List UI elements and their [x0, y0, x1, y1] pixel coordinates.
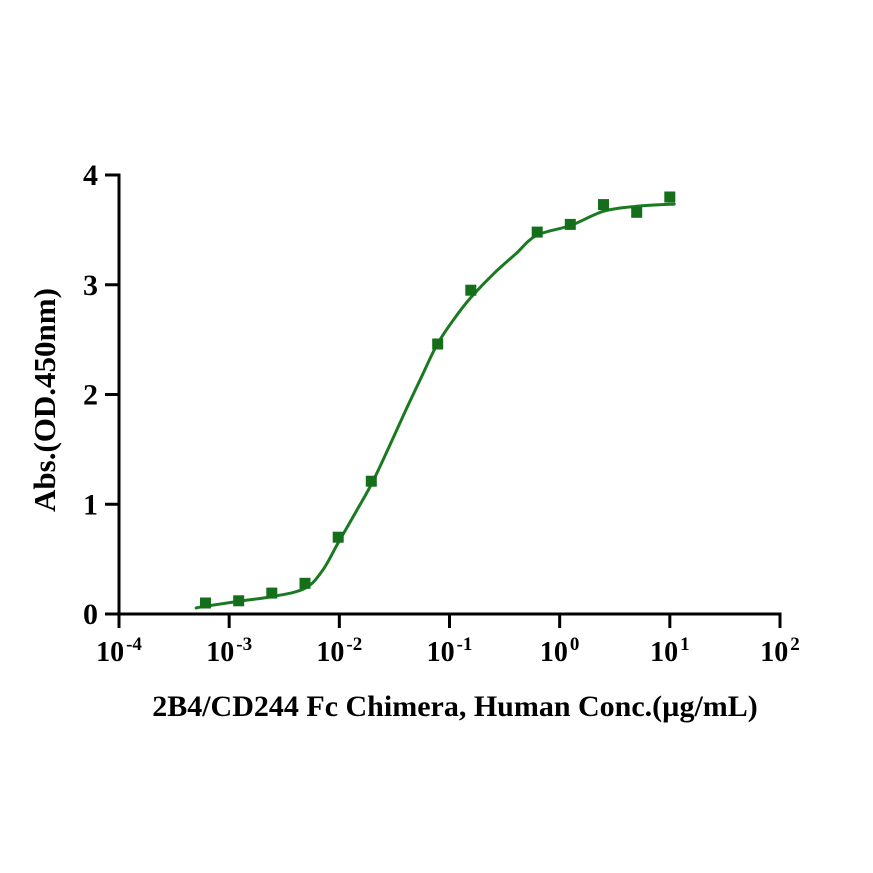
y-tick-label: 1 [83, 488, 98, 521]
data-point-marker [664, 191, 676, 203]
y-tick-label: 0 [83, 598, 98, 631]
y-tick-label: 3 [83, 269, 98, 302]
y-tick-label: 4 [83, 159, 98, 192]
x-tick-label: 10 -3 [206, 634, 252, 668]
data-point-marker [432, 338, 444, 350]
data-point-marker [465, 284, 477, 296]
x-tick-label: 10 -2 [316, 634, 362, 668]
data-point-marker [531, 226, 543, 238]
data-point-marker [598, 199, 609, 211]
x-tick-label: 10 1 [650, 634, 690, 668]
x-tick-label: 10 2 [760, 634, 800, 668]
x-tick-label: 10 -1 [427, 634, 473, 668]
x-axis-title: 2B4/CD244 Fc Chimera, Human Conc.(µg/mL) [152, 690, 758, 723]
x-tick-label: 10 0 [540, 634, 580, 668]
data-point-marker [631, 206, 643, 218]
y-tick-label: 2 [83, 379, 98, 412]
fit-curve [194, 202, 676, 610]
data-point-marker [200, 597, 211, 609]
data-point-marker [266, 587, 278, 599]
y-axis-title: Abs.(OD.450nm) [27, 288, 62, 512]
data-point-marker [233, 595, 245, 607]
data-point-marker [365, 475, 377, 487]
x-tick-label: 10 -4 [96, 634, 142, 668]
data-point-marker [299, 577, 311, 589]
data-point-marker [332, 531, 344, 543]
y-axis-ticks: 0 1 2 3 4 [83, 159, 119, 631]
data-point-marker [564, 218, 576, 230]
x-axis-ticks: 10 -4 10 -3 10 -2 10 -1 10 0 10 1 10 2 [96, 614, 800, 668]
data-points [200, 191, 676, 609]
